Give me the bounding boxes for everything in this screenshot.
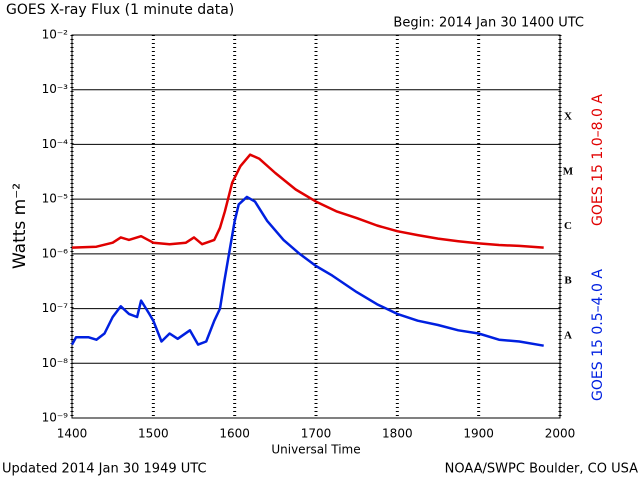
y-tick-label: 10⁻⁸ [42,356,69,370]
flare-class-label: A [564,329,572,341]
flare-class-label: M [563,165,574,177]
chart-title: GOES X-ray Flux (1 minute data) [6,2,234,18]
x-tick-label: 1900 [463,427,494,441]
legend-label: GOES 15 0.5–4.0 A [590,269,606,401]
chart-subtitle: Begin: 2014 Jan 30 1400 UTC [393,16,584,31]
x-tick-label: 1800 [382,427,413,441]
plot-frame [71,34,561,419]
y-tick-label: 10⁻⁶ [42,246,69,260]
y-tick-label: 10⁻⁵ [42,192,69,206]
x-tick-label: 1700 [301,427,332,441]
x-tick-label: 1500 [138,427,169,441]
series-line [70,195,544,347]
y-tick-label: 10⁻³ [42,82,69,96]
series-line [71,153,544,249]
x-axis-label: Universal Time [271,443,360,457]
footer-right: NOAA/SWPC Boulder, CO USA [445,462,638,477]
x-tick-label: 1600 [219,427,250,441]
y-tick-label: 10⁻² [42,28,69,42]
y-tick-label: 10⁻⁷ [42,301,69,315]
x-tick-label: 2000 [545,427,576,441]
flare-class-label: C [564,220,572,232]
legend-label: GOES 15 1.0–8.0 A [590,94,606,226]
flare-class-label: B [564,275,572,287]
flare-class-label: X [564,111,572,123]
footer-left: Updated 2014 Jan 30 1949 UTC [2,462,207,477]
y-tick-label: 10⁻⁴ [42,137,69,151]
x-tick-label: 1400 [57,427,88,441]
y-axis-label: Watts m⁻² [10,183,30,269]
y-tick-label: 10⁻⁹ [42,411,69,425]
